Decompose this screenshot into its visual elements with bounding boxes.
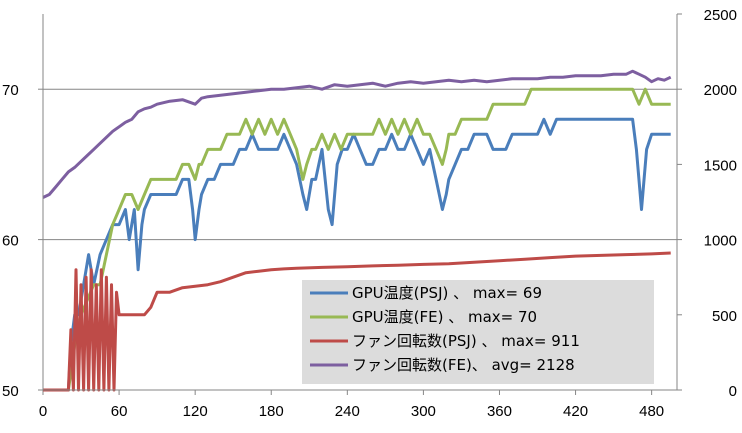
legend: GPU温度(PSJ) 、 max= 69 GPU温度(FE) 、 max= 70 フ…	[302, 280, 654, 384]
x-tick-label: 480	[639, 403, 664, 420]
x-tick-label: 360	[487, 403, 512, 420]
series-line-1	[43, 117, 671, 392]
legend-label-3: ファン回転数(PSJ) 、 max= 911	[352, 332, 580, 350]
right-tick-label: 1000	[704, 233, 737, 250]
right-tick-label: 0	[729, 383, 737, 400]
legend-label-2: GPU温度(FE) 、 max= 70	[352, 308, 537, 326]
right-tick-label: 2000	[704, 82, 737, 99]
legend-box	[302, 280, 654, 384]
x-tick-label: 0	[39, 403, 47, 420]
series-line-3	[43, 251, 671, 392]
x-tick-label: 60	[111, 403, 128, 420]
x-tick-label: 420	[563, 403, 588, 420]
right-axis-ticks: 0 500 1000 1500 2000 2500	[677, 7, 737, 400]
x-axis-ticks: 0 60 120 180 240 300 360 420 480	[39, 390, 664, 420]
legend-label-4: ファン回転数(FE)、 avg= 2128	[352, 356, 575, 374]
x-tick-label: 240	[335, 403, 360, 420]
right-tick-label: 500	[712, 308, 737, 325]
left-tick-label: 70	[2, 82, 19, 99]
left-tick-label: 50	[2, 383, 19, 400]
series-line-4	[42, 69, 672, 199]
x-tick-label: 300	[411, 403, 436, 420]
series-group	[42, 69, 672, 392]
right-tick-label: 2500	[704, 7, 737, 24]
left-axis-ticks: 50 60 70	[2, 82, 43, 400]
x-tick-label: 120	[183, 403, 208, 420]
x-tick-label: 180	[259, 403, 284, 420]
legend-label-1: GPU温度(PSJ) 、 max= 69	[352, 284, 542, 302]
left-tick-label: 60	[2, 233, 19, 250]
series-line-2	[43, 87, 671, 392]
right-tick-label: 1500	[704, 157, 737, 174]
